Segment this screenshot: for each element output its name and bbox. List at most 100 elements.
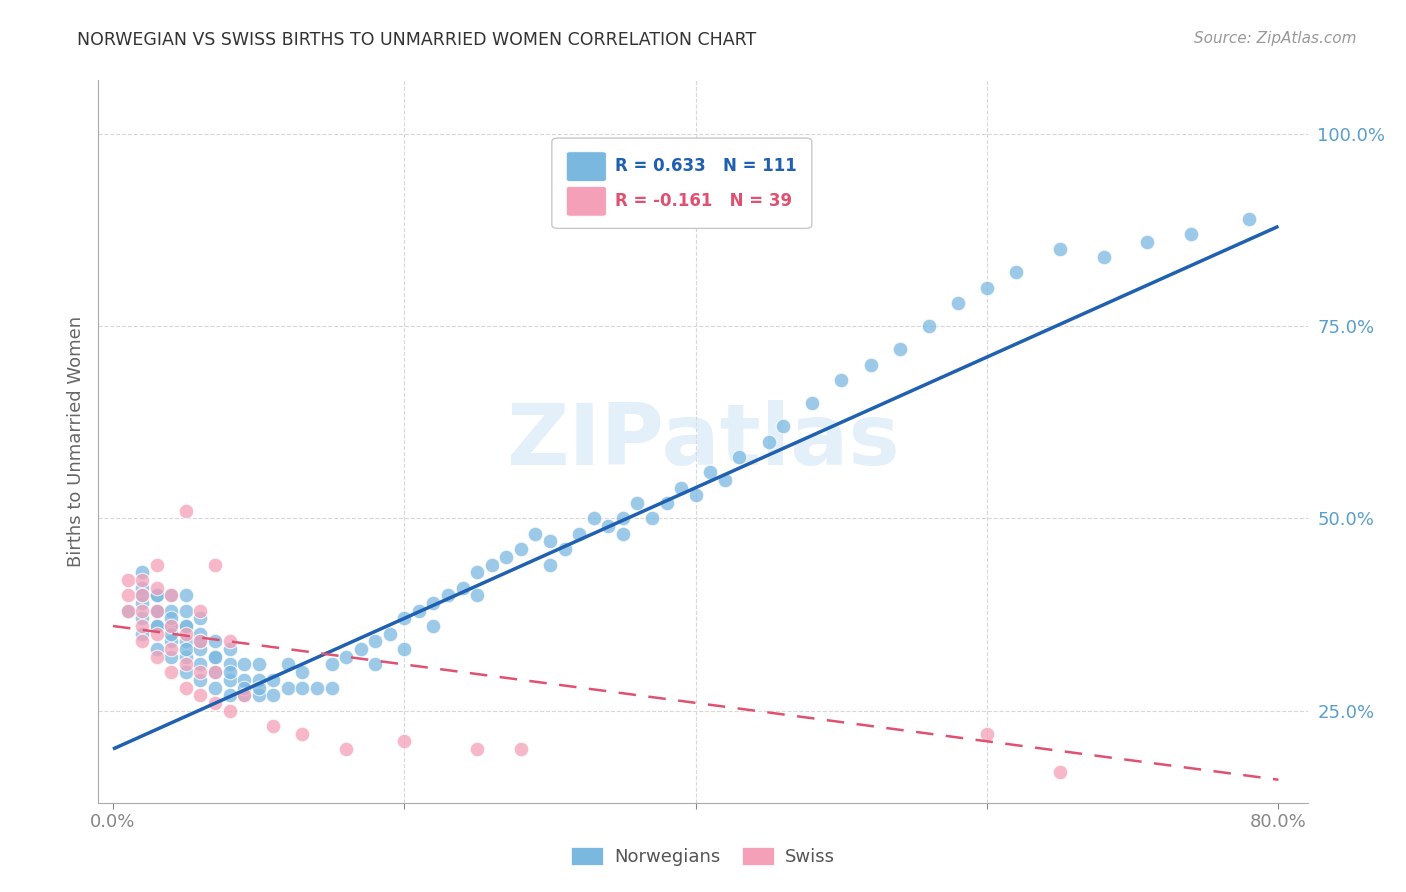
Point <box>145 649 167 664</box>
Point <box>669 481 692 495</box>
Point <box>481 558 503 572</box>
Point <box>291 665 314 680</box>
Point <box>131 596 153 610</box>
Point <box>131 581 153 595</box>
Point <box>1049 243 1071 257</box>
Point <box>247 681 270 695</box>
Point <box>131 626 153 640</box>
Point <box>772 419 794 434</box>
Point <box>394 611 416 625</box>
Point <box>190 688 212 702</box>
Point <box>218 688 240 702</box>
Point <box>451 581 474 595</box>
Point <box>859 358 882 372</box>
Point <box>160 588 183 602</box>
Point <box>204 681 226 695</box>
Point <box>218 665 240 680</box>
Point <box>364 634 387 648</box>
Point <box>160 642 183 657</box>
Point <box>160 619 183 633</box>
Point <box>117 588 139 602</box>
Point <box>174 588 197 602</box>
Point <box>233 673 256 687</box>
Point <box>131 619 153 633</box>
Point <box>918 319 941 334</box>
Point <box>889 343 911 357</box>
Point <box>976 281 998 295</box>
Point <box>218 657 240 672</box>
Point <box>204 665 226 680</box>
Point <box>233 688 256 702</box>
Point <box>641 511 664 525</box>
Point <box>1092 250 1115 264</box>
Point <box>465 588 488 602</box>
Text: ZIPatlas: ZIPatlas <box>506 400 900 483</box>
Point <box>131 604 153 618</box>
Point <box>174 619 197 633</box>
Point <box>145 604 167 618</box>
Point <box>160 588 183 602</box>
Point <box>204 696 226 710</box>
Point <box>568 526 591 541</box>
Point <box>174 619 197 633</box>
Point <box>160 634 183 648</box>
Point <box>190 665 212 680</box>
Point <box>277 681 299 695</box>
Point <box>1239 211 1261 226</box>
Point <box>262 719 284 733</box>
Point <box>204 558 226 572</box>
Point <box>131 565 153 579</box>
Point <box>612 511 634 525</box>
Point <box>233 681 256 695</box>
Point <box>247 673 270 687</box>
Point <box>364 657 387 672</box>
Point <box>247 688 270 702</box>
Point <box>1180 227 1202 241</box>
Point <box>394 734 416 748</box>
Text: Source: ZipAtlas.com: Source: ZipAtlas.com <box>1194 31 1357 46</box>
Point <box>538 558 561 572</box>
Point <box>218 673 240 687</box>
Point <box>685 488 707 502</box>
Point <box>758 434 780 449</box>
Point <box>335 742 357 756</box>
Point <box>612 526 634 541</box>
Point <box>976 726 998 740</box>
Point <box>174 681 197 695</box>
Point <box>728 450 751 464</box>
Point <box>335 649 357 664</box>
Point <box>626 496 648 510</box>
Point <box>554 542 576 557</box>
Point <box>160 611 183 625</box>
Point <box>174 634 197 648</box>
Point <box>1005 265 1028 279</box>
Point <box>145 642 167 657</box>
Point <box>1136 235 1159 249</box>
Point <box>277 657 299 672</box>
Point <box>305 681 328 695</box>
Point <box>233 688 256 702</box>
Legend: Norwegians, Swiss: Norwegians, Swiss <box>571 847 835 866</box>
Point <box>131 634 153 648</box>
Point <box>190 611 212 625</box>
Point <box>262 688 284 702</box>
Y-axis label: Births to Unmarried Women: Births to Unmarried Women <box>66 316 84 567</box>
Point <box>830 373 852 387</box>
Point <box>160 665 183 680</box>
Point <box>145 626 167 640</box>
Point <box>160 626 183 640</box>
Point <box>699 465 721 479</box>
Point <box>437 588 460 602</box>
Point <box>174 665 197 680</box>
Point <box>538 534 561 549</box>
Point <box>204 634 226 648</box>
Point <box>145 619 167 633</box>
Point <box>509 742 531 756</box>
Text: R = -0.161   N = 39: R = -0.161 N = 39 <box>614 192 792 210</box>
Point <box>160 604 183 618</box>
Point <box>465 565 488 579</box>
Point <box>117 573 139 587</box>
Point <box>801 396 824 410</box>
Point <box>247 657 270 672</box>
Point <box>190 634 212 648</box>
